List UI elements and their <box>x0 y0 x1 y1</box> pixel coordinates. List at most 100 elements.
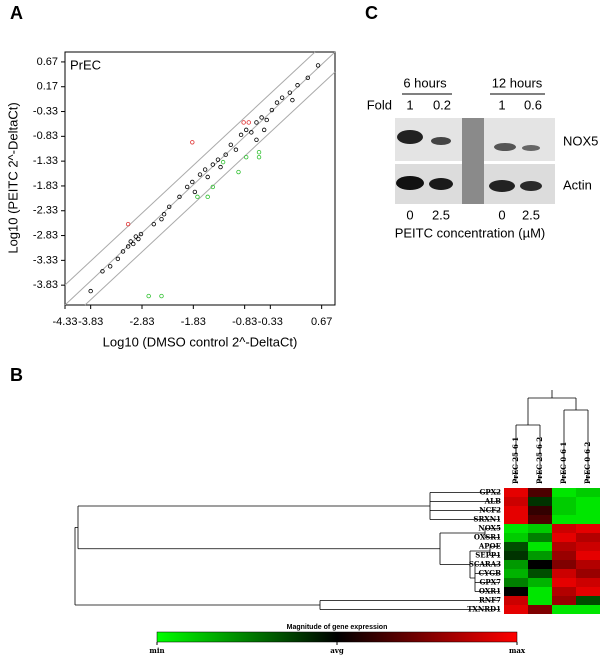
heatmap-cell <box>528 488 552 497</box>
point <box>305 75 310 80</box>
point <box>233 147 239 152</box>
dose: 2.5 <box>522 207 540 222</box>
heatmap-cell <box>528 506 552 515</box>
point <box>120 249 126 254</box>
heatmap-cell <box>528 569 552 578</box>
heatmap-cell <box>504 560 528 569</box>
point <box>133 234 139 239</box>
point <box>243 154 249 160</box>
heatmap-cell <box>504 605 528 614</box>
heatmap-cell <box>552 515 576 524</box>
heatmap-cell <box>528 560 552 569</box>
point <box>241 120 246 125</box>
gene-label: GPX7 <box>479 578 501 587</box>
heatmap-cell <box>552 488 576 497</box>
heatmap-cell <box>576 587 600 596</box>
point <box>269 107 275 113</box>
heatmap-cell <box>576 578 600 587</box>
y-tick-label: 0.67 <box>37 56 58 68</box>
heatmap-cell <box>552 542 576 551</box>
point <box>246 120 251 125</box>
y-tick-label: -1.83 <box>33 180 58 192</box>
heatmap-cell <box>552 524 576 533</box>
gene-label: SRXN1 <box>473 515 501 524</box>
heatmap-cell <box>576 533 600 542</box>
y-tick-label: 0.17 <box>37 81 58 93</box>
heatmap-cell <box>504 506 528 515</box>
plot-title: PrEC <box>70 57 101 72</box>
point <box>215 157 221 162</box>
point <box>195 194 200 200</box>
point <box>190 140 195 145</box>
x-tick-label: -3.83 <box>78 316 103 328</box>
point <box>249 130 254 135</box>
point <box>254 137 259 143</box>
point <box>254 120 259 125</box>
point <box>146 293 151 299</box>
sample-label: PrEC 0-6 2 <box>583 442 592 484</box>
point <box>177 194 182 200</box>
y-tick-label: -0.83 <box>33 130 58 142</box>
heatmap-cell <box>552 506 576 515</box>
heatmap-cell <box>576 524 600 533</box>
column-dendrogram <box>515 390 589 482</box>
x-axis-label: PEITC concentration (µM) <box>395 225 546 240</box>
point <box>88 288 93 294</box>
fold: 1 <box>406 97 413 112</box>
point <box>218 164 223 170</box>
y-tick-label: -3.83 <box>33 279 58 291</box>
point <box>131 241 136 247</box>
dose: 0 <box>498 207 505 222</box>
colorbar-title: Magnitude of gene expression <box>287 624 388 631</box>
point <box>238 132 244 138</box>
point <box>256 150 262 155</box>
heatmap-cell <box>576 542 600 551</box>
point <box>210 184 216 190</box>
point <box>259 115 264 120</box>
heatmap-cell <box>504 596 528 605</box>
heatmap-cell <box>528 524 552 533</box>
heatmap-cell <box>576 497 600 506</box>
point <box>274 100 280 105</box>
x-tick-label: -4.33 <box>52 316 77 328</box>
point <box>136 236 141 242</box>
colorbar-label: max <box>509 646 526 655</box>
heatmap-cell <box>504 578 528 587</box>
heatmap-cell <box>552 587 576 596</box>
point <box>202 167 208 172</box>
y-tick-label: -0.33 <box>33 105 58 117</box>
heatmap-cell <box>528 542 552 551</box>
heatmap-cell <box>576 488 600 497</box>
point <box>264 117 269 123</box>
heatmap-cell <box>528 533 552 542</box>
y-tick-label: -1.33 <box>33 155 58 167</box>
heatmap-cell <box>552 605 576 614</box>
point <box>228 142 233 147</box>
heatmap-cell <box>504 488 528 497</box>
point <box>197 172 203 177</box>
point <box>107 264 113 269</box>
fold: 0.2 <box>433 97 451 112</box>
heatmap-cell <box>576 506 600 515</box>
y-tick-label: -2.33 <box>33 205 58 217</box>
heatmap-cell <box>528 587 552 596</box>
point <box>223 152 228 157</box>
diagonal <box>64 51 336 306</box>
fold: 1 <box>498 97 505 112</box>
heatmap-cell <box>504 551 528 560</box>
heatmap-cell <box>552 497 576 506</box>
point <box>161 212 167 217</box>
gene-label: SEPP1 <box>475 551 501 560</box>
point <box>287 90 293 95</box>
heatmap-cell <box>504 569 528 578</box>
point <box>205 174 210 180</box>
x-tick-label: -2.83 <box>129 316 154 328</box>
heatmap-cell <box>504 542 528 551</box>
point <box>210 162 216 167</box>
point <box>128 239 133 244</box>
sample-label: PrEC 25-6 1 <box>511 437 520 484</box>
point <box>220 159 226 165</box>
heatmap-cell <box>528 515 552 524</box>
heatmap-cell <box>504 497 528 506</box>
heatmap-cell <box>504 587 528 596</box>
